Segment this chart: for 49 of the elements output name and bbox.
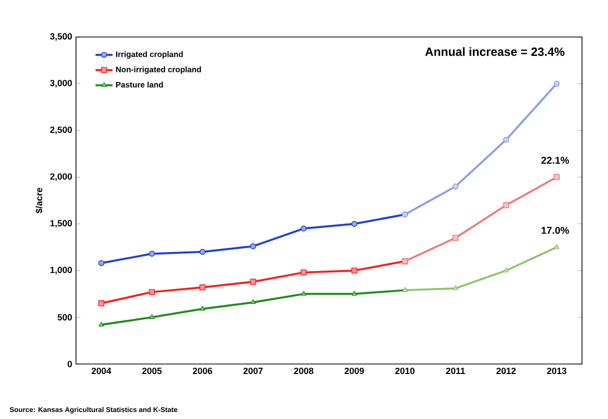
point — [452, 285, 458, 290]
x-tick-label: 2004 — [92, 368, 112, 374]
point — [200, 306, 206, 311]
x-tick-label: 2010 — [395, 368, 415, 374]
x-tick-label: 2009 — [344, 368, 364, 374]
point — [98, 260, 104, 266]
y-tick-label: 2,500 — [50, 126, 72, 134]
point — [503, 136, 510, 143]
point — [503, 268, 509, 272]
y-tick-label: 500 — [58, 314, 72, 320]
y-tick-label: 3,000 — [50, 80, 72, 88]
point — [148, 250, 155, 257]
point — [98, 322, 104, 326]
y-tick-label: 3,500 — [50, 33, 72, 41]
point — [300, 226, 307, 232]
annotation: Annual increase = 23.4% — [425, 47, 564, 56]
point — [351, 220, 358, 227]
y-tick-label: 1,000 — [50, 266, 72, 274]
x-tick-label: 2005 — [142, 368, 162, 374]
x-tick-label: 2011 — [446, 368, 465, 374]
x-tick-label: 2008 — [294, 368, 314, 374]
point — [250, 278, 256, 285]
y-tick-label: 1,500 — [50, 220, 72, 228]
annotation: 17.0% — [542, 226, 569, 234]
point — [250, 299, 256, 304]
point — [200, 284, 206, 290]
point — [148, 289, 155, 296]
x-tick-label: 2006 — [192, 368, 212, 374]
point — [300, 269, 307, 276]
y-tick-label: 0 — [68, 360, 72, 368]
point — [452, 183, 458, 190]
point — [149, 314, 155, 319]
annotation: 22.1% — [541, 156, 569, 164]
point — [554, 80, 560, 87]
point — [554, 244, 560, 249]
point — [352, 290, 357, 296]
point — [301, 290, 306, 296]
y-axis-title: $/acre — [35, 188, 43, 214]
point — [200, 248, 206, 255]
point — [554, 174, 560, 180]
point — [98, 300, 104, 306]
x-tick-label: 2012 — [496, 368, 516, 374]
x-tick-label: 2013 — [547, 368, 566, 374]
x-tick-label: 2007 — [243, 368, 263, 374]
y-tick-label: 2,000 — [50, 173, 72, 181]
point — [250, 243, 256, 250]
point — [351, 268, 358, 274]
point — [452, 234, 458, 241]
point — [503, 202, 510, 208]
